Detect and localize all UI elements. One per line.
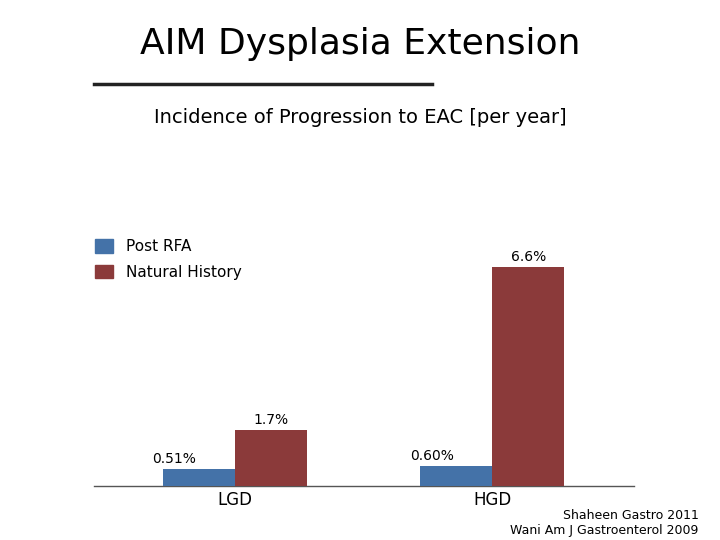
Text: 6.6%: 6.6% [510,250,546,264]
Bar [420,466,492,486]
Legend: Post RFA, Natural History: Post RFA, Natural History [91,234,246,285]
Bar [235,429,307,486]
Bar [492,267,564,486]
Text: AIM Dysplasia Extension: AIM Dysplasia Extension [140,27,580,61]
Text: 0.51%: 0.51% [153,453,197,467]
Text: Shaheen Gastro 2011
Wani Am J Gastroenterol 2009: Shaheen Gastro 2011 Wani Am J Gastroente… [510,509,698,537]
Text: 1.7%: 1.7% [253,413,289,427]
Text: Incidence of Progression to EAC [per year]: Incidence of Progression to EAC [per yea… [153,108,567,127]
Text: 0.60%: 0.60% [410,449,454,463]
Bar [163,469,235,486]
